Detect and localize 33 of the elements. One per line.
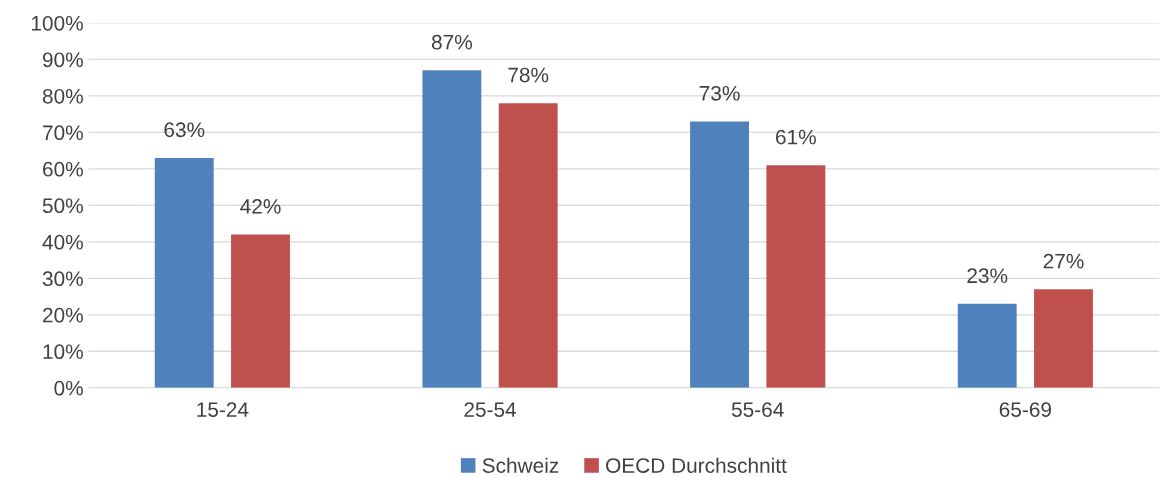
- data-label: 42%: [240, 199, 281, 214]
- bar: [498, 103, 558, 388]
- bar: [766, 165, 826, 388]
- data-label: 63%: [164, 122, 205, 138]
- data-label: 87%: [431, 34, 472, 50]
- data-label: 78%: [508, 67, 549, 83]
- y-tick-label: 60%: [43, 161, 83, 177]
- bar: [231, 234, 290, 388]
- legend-label: Schweiz: [482, 457, 559, 473]
- y-tick-label: 80%: [42, 88, 83, 104]
- bar: [1034, 289, 1093, 388]
- y-tick-label: 100%: [31, 15, 83, 31]
- data-label: 27%: [1043, 253, 1084, 269]
- y-tick-label: 50%: [42, 198, 83, 214]
- bar: [957, 303, 1017, 388]
- bar: [690, 121, 749, 388]
- x-tick-label: 25-54: [464, 402, 517, 417]
- x-tick-label: 55-64: [731, 402, 784, 417]
- data-label: 61%: [776, 129, 816, 145]
- y-tick-label: 20%: [43, 307, 83, 323]
- y-tick-label: 0%: [54, 380, 83, 396]
- bar: [422, 70, 482, 388]
- x-tick-label: 15-24: [197, 402, 249, 417]
- data-label: 23%: [967, 268, 1008, 284]
- legend-label: OECD Durchschnitt: [606, 457, 787, 473]
- y-tick-label: 70%: [43, 125, 83, 141]
- y-tick-label: 10%: [43, 344, 83, 360]
- y-tick-label: 40%: [42, 234, 83, 250]
- x-tick-label: 65-69: [999, 402, 1051, 417]
- data-label: 73%: [699, 85, 740, 101]
- bar: [154, 157, 214, 388]
- y-tick-label: 30%: [42, 271, 83, 287]
- y-tick-label: 90%: [42, 52, 83, 68]
